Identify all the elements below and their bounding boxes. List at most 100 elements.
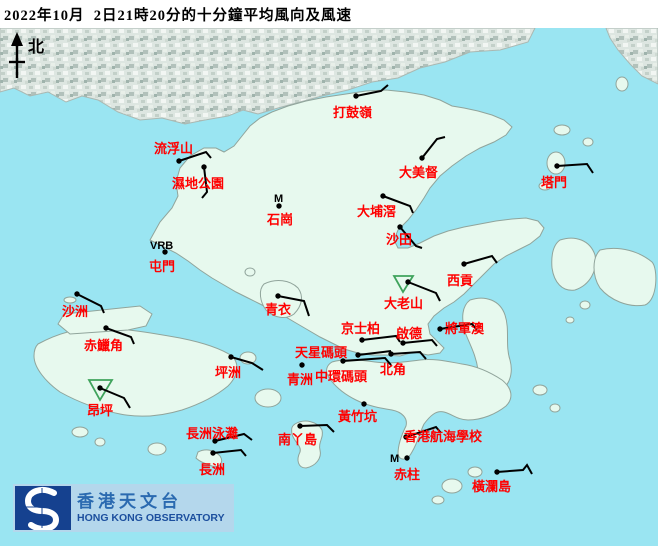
- po-toi-island: [441, 478, 463, 494]
- wind-barb: [439, 322, 478, 331]
- wind-barb: [382, 195, 414, 214]
- wind-barb: [201, 166, 209, 199]
- station-dot: [297, 423, 303, 429]
- sha-chau-island: [63, 296, 77, 304]
- wind-barb: [421, 136, 446, 159]
- station-赤鱲角: 赤鱲角: [84, 325, 135, 353]
- station-label: 長洲泳灘: [186, 426, 238, 441]
- wind-barb: [76, 293, 105, 314]
- station-label: 大美督: [399, 165, 438, 180]
- station-note: M: [390, 453, 399, 465]
- station-label: 啟德: [396, 326, 422, 341]
- station-label: 青洲: [287, 372, 313, 387]
- small-island: [565, 316, 575, 324]
- hei-ling-chau-island: [254, 388, 282, 408]
- station-dot: [419, 155, 425, 161]
- wind-barb: [355, 84, 389, 97]
- north-label: 北: [28, 38, 44, 56]
- station-dot: [201, 164, 207, 170]
- station-dot: [359, 337, 365, 343]
- small-island: [431, 495, 445, 505]
- station-label: 大埔滘: [357, 204, 396, 219]
- station-dot: [162, 249, 168, 255]
- station-label: 沙田: [386, 232, 412, 247]
- station-label: 赤柱: [394, 467, 420, 482]
- wind-barb: [399, 226, 423, 249]
- wind-barb: [390, 350, 427, 360]
- station-長洲: 長洲: [199, 448, 247, 477]
- station-dot: [103, 325, 109, 331]
- tap-mun-island: [546, 151, 566, 175]
- small-island: [538, 181, 552, 191]
- station-label: 沙洲: [62, 304, 88, 319]
- station-dot: [404, 455, 410, 461]
- station-南丫島: 南丫島: [278, 423, 335, 447]
- station-label: 橫瀾島: [472, 479, 511, 494]
- wind-barb: [407, 281, 441, 302]
- wind-barb: [496, 463, 533, 475]
- station-長洲泳灘: 長洲泳灘: [186, 426, 253, 444]
- station-note: VRB: [150, 240, 173, 252]
- station-中環碼頭: 中環碼頭: [315, 356, 392, 384]
- small-island: [582, 137, 594, 147]
- wind-barb: [277, 295, 310, 317]
- wind-barb: [214, 432, 253, 442]
- station-濕地公園: 濕地公園: [172, 164, 224, 199]
- new-territories-landmass: [149, 89, 545, 357]
- station-dot: [400, 340, 406, 346]
- station-label: 塔門: [541, 175, 567, 190]
- high-island: [593, 247, 657, 307]
- station-label: 流浮山: [154, 141, 193, 156]
- tsing-yi-island: [259, 280, 302, 318]
- station-label: 南丫島: [278, 432, 317, 447]
- station-dot: [380, 193, 386, 199]
- north-arrow: 北: [9, 32, 44, 78]
- station-dot: [275, 293, 281, 299]
- shenzhen-east-coast: [605, 28, 658, 85]
- station-label: 屯門: [149, 259, 175, 274]
- lantau-island: [33, 327, 238, 417]
- hko-logo-icon: [15, 486, 71, 532]
- station-橫瀾島: 橫瀾島: [472, 463, 533, 494]
- station-dot: [276, 203, 282, 209]
- wind-barb: [342, 356, 392, 366]
- station-dot: [74, 291, 80, 297]
- station-dot: [437, 326, 443, 332]
- wind-barb: [212, 448, 247, 457]
- wind-barb: [556, 162, 594, 174]
- station-label: 中環碼頭: [315, 369, 368, 384]
- station-青洲: 青洲: [287, 362, 313, 387]
- soko-island: [94, 437, 106, 447]
- station-dot: [353, 93, 359, 99]
- station-label: 打鼓嶺: [333, 105, 372, 120]
- station-dot: [340, 358, 346, 364]
- station-青衣: 青衣: [265, 293, 310, 317]
- station-dot: [210, 450, 216, 456]
- station-大老山: 大老山: [384, 275, 441, 311]
- station-西貢: 西貢: [447, 254, 498, 288]
- wind-barb: [402, 338, 438, 347]
- station-dot: [176, 158, 182, 164]
- station-流浮山: 流浮山: [154, 141, 212, 164]
- station-石崗: M 石崗: [266, 193, 293, 227]
- station-label: 坪洲: [215, 365, 241, 380]
- hko-logo-english: HONG KONG OBSERVATORY: [77, 511, 225, 524]
- station-啟德: 啟德: [396, 326, 438, 347]
- station-dot: [299, 362, 305, 368]
- station-大埔滘: 大埔滘: [357, 193, 414, 219]
- station-label: 天星碼頭: [295, 345, 348, 360]
- station-京士柏: 京士柏: [341, 321, 401, 343]
- station-dot: [388, 351, 394, 357]
- station-香港航海學校: 香港航海學校: [403, 425, 483, 444]
- station-label: 石崗: [266, 212, 293, 227]
- station-dot: [361, 401, 367, 407]
- kau-sai-chau-island: [551, 237, 597, 291]
- station-沙田: 沙田: [386, 224, 423, 249]
- hko-logo-text: 香港天文台 HONG KONG OBSERVATORY: [77, 493, 225, 524]
- hko-logo: 香港天文台 HONG KONG OBSERVATORY: [13, 484, 234, 532]
- chek-lap-kok-airport-island: [57, 305, 153, 335]
- wind-barb: [405, 425, 442, 438]
- station-dot: [355, 352, 361, 358]
- station-label: 長洲: [199, 462, 225, 477]
- station-label: 濕地公園: [172, 176, 224, 191]
